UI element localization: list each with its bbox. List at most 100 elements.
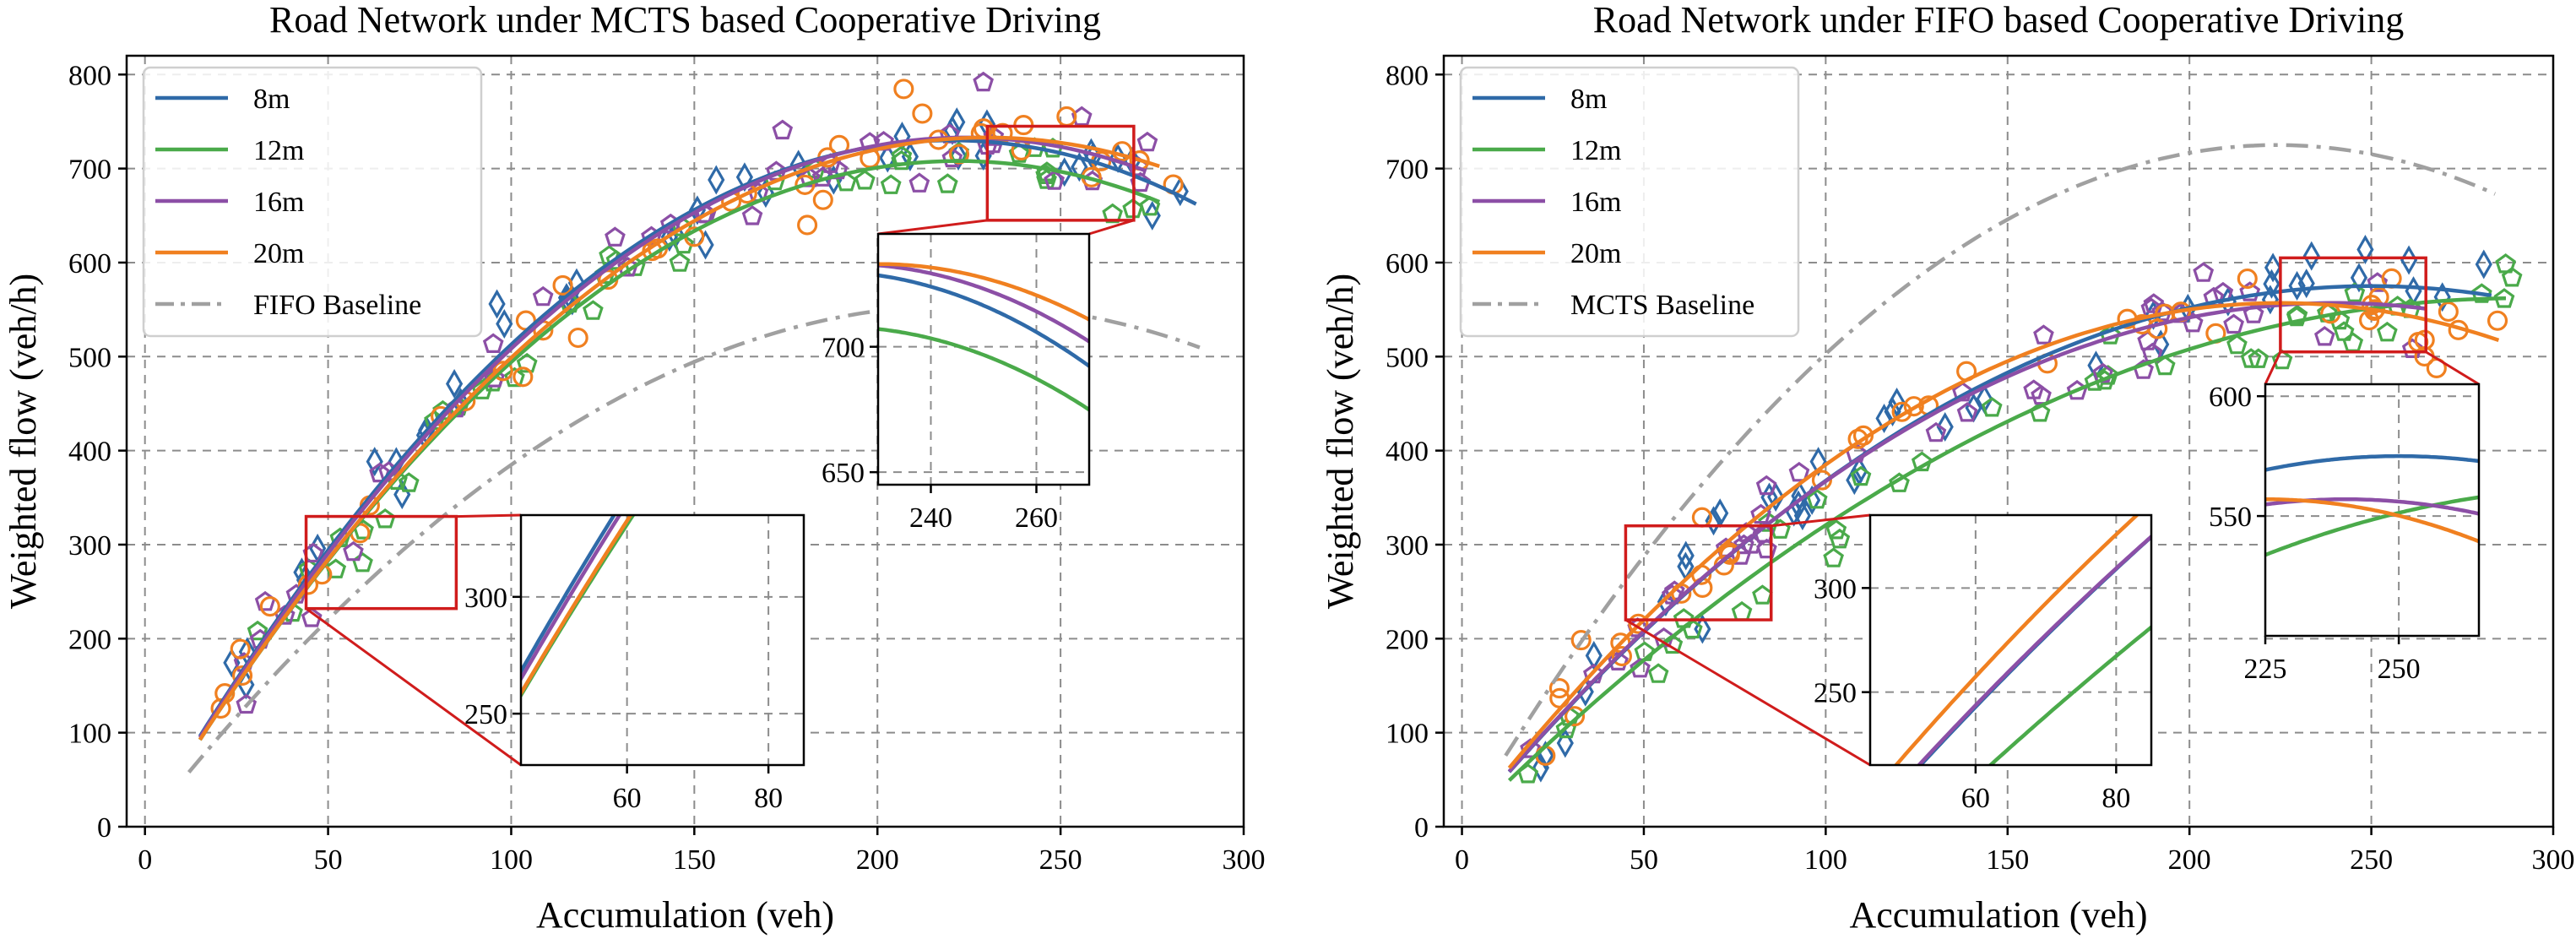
scatter-point-8m: [446, 369, 464, 399]
inset-tick-label-y: 250: [1814, 678, 1857, 709]
scatter-point-12m: [1829, 528, 1851, 549]
scatter-point-12m: [2248, 348, 2270, 368]
chart-panel-1: 60 80 250 300 240 260 650 700 0 50 100 150 200 250 300…: [3, 0, 1266, 936]
scatter-point-16m: [1136, 131, 1158, 152]
scatter-point-12m: [1731, 600, 1753, 621]
legend-box: [142, 66, 483, 338]
inset-curve-20m: [878, 262, 1089, 323]
plot-frame: [1442, 54, 2555, 828]
inset-tick-label-x: 260: [1015, 502, 1058, 534]
scatter-point-8m: [697, 230, 714, 260]
inset-tick-label-y: 600: [2209, 382, 2252, 413]
y-tick-label: 100: [68, 719, 111, 750]
scatter-point-16m: [482, 333, 504, 353]
scatter-point-16m: [2314, 326, 2335, 346]
scatter-point-16m: [369, 462, 390, 483]
scatter-point-20m: [912, 103, 933, 124]
chart-title: Road Network under MCTS based Cooperativ…: [269, 0, 1101, 41]
scatter-point-12m: [1981, 397, 2003, 417]
scatter-point-20m: [2237, 268, 2258, 290]
inset-tick-label-y: 300: [464, 583, 507, 614]
inset-zoom-2: 240 260 650 700: [822, 124, 1136, 534]
x-tick-label: 150: [1986, 844, 2029, 876]
inset-frame: [1868, 513, 2153, 767]
scatter-point-16m: [799, 167, 821, 187]
x-tick-label: 50: [314, 844, 343, 876]
inset-tick-label-x: 225: [2244, 654, 2287, 685]
y-tick-label: 400: [68, 437, 111, 468]
fit-curve-8m: [198, 138, 1197, 738]
scatter-point-12m: [854, 170, 876, 190]
y-tick-label: 0: [97, 812, 111, 844]
scatter-point-8m: [1809, 447, 1827, 477]
scatter-point-16m: [532, 285, 554, 307]
scatter-point-12m: [2271, 349, 2293, 370]
y-tick-label: 500: [68, 342, 111, 373]
legend-label: 12m: [1570, 135, 1621, 166]
legend-label: 20m: [253, 238, 304, 269]
scatter-point-8m: [2356, 234, 2374, 264]
inset-frame: [876, 232, 1091, 486]
zoom-box: [985, 124, 1136, 222]
scatter-point-12m: [1889, 472, 1910, 492]
inset-curve-20m: [2265, 497, 2479, 544]
inset-tick-label-x: 80: [2101, 783, 2130, 814]
scatter-point-16m: [2401, 338, 2423, 358]
legend: 8m 12m 16m 20m MCTS Baseline: [1459, 66, 1800, 338]
scatter-point-12m: [398, 472, 420, 492]
scatter-point-12m: [2226, 334, 2248, 355]
inset-tick-label-x: 240: [909, 502, 952, 534]
y-tick-label: 0: [1414, 812, 1429, 844]
legend-label: 8m: [253, 84, 290, 115]
scatter-point-16m: [741, 205, 763, 225]
inset-curve-8m: [521, 515, 616, 676]
zoom-box: [2279, 256, 2427, 354]
x-axis-label: Accumulation (veh): [536, 894, 834, 936]
scatter-point-16m: [236, 693, 258, 714]
scatter-point-8m: [1846, 465, 1863, 496]
inset-tick-label-x: 60: [613, 783, 642, 814]
scatter-point-16m: [941, 147, 963, 168]
scatter-point-8m: [2400, 245, 2418, 275]
legend-label: MCTS Baseline: [1570, 290, 1754, 321]
zoom-box: [1624, 524, 1773, 621]
scatter-point-20m: [1903, 396, 1924, 417]
scatter-point-12m: [2470, 283, 2492, 303]
x-tick-label: 200: [2168, 844, 2211, 876]
inset-connector: [2264, 351, 2282, 385]
scatter-point-20m: [1565, 706, 1586, 727]
scatter-point-8m: [708, 165, 725, 195]
scatter-point-12m: [504, 366, 525, 388]
scatter-point-16m: [301, 607, 323, 627]
y-tick-label: 300: [1386, 530, 1429, 562]
scatter-point-12m: [669, 252, 691, 272]
scatter-point-8m: [1884, 397, 1901, 427]
scatter-point-16m: [1788, 461, 1810, 482]
scatter-point-20m: [2487, 310, 2508, 331]
scatter-point-16m: [2033, 324, 2054, 345]
scatter-point-12m: [2329, 309, 2351, 330]
scatter-point-16m: [908, 172, 930, 193]
scatter-point-8m: [1705, 506, 1722, 536]
scatter-point-12m: [936, 173, 958, 193]
inset-frame: [2264, 383, 2481, 638]
y-tick-label: 400: [1386, 437, 1429, 468]
x-tick-label: 300: [2532, 844, 2575, 876]
legend-label: 20m: [1570, 238, 1621, 269]
scatter-point-20m: [1611, 645, 1633, 667]
scatter-point-8m: [488, 289, 506, 319]
y-tick-label: 500: [1386, 342, 1429, 373]
y-tick-label: 700: [68, 155, 111, 186]
scatter-point-16m: [343, 540, 364, 562]
inset-zoom-1: 60 80 250 300: [304, 513, 805, 814]
y-axis-label: Weighted flow (veh/h): [3, 274, 44, 609]
scatter-point-8m: [2263, 269, 2280, 299]
scatter-point-20m: [1628, 613, 1649, 634]
inset-curve-16m: [878, 263, 1089, 345]
x-tick-label: 250: [2350, 844, 2393, 876]
scatter-point-20m: [797, 214, 818, 236]
inset-connector: [1088, 219, 1135, 236]
scatter-point-20m: [567, 327, 588, 349]
inset-tick-label-y: 550: [2209, 502, 2252, 533]
inset-curves: [2265, 453, 2479, 557]
